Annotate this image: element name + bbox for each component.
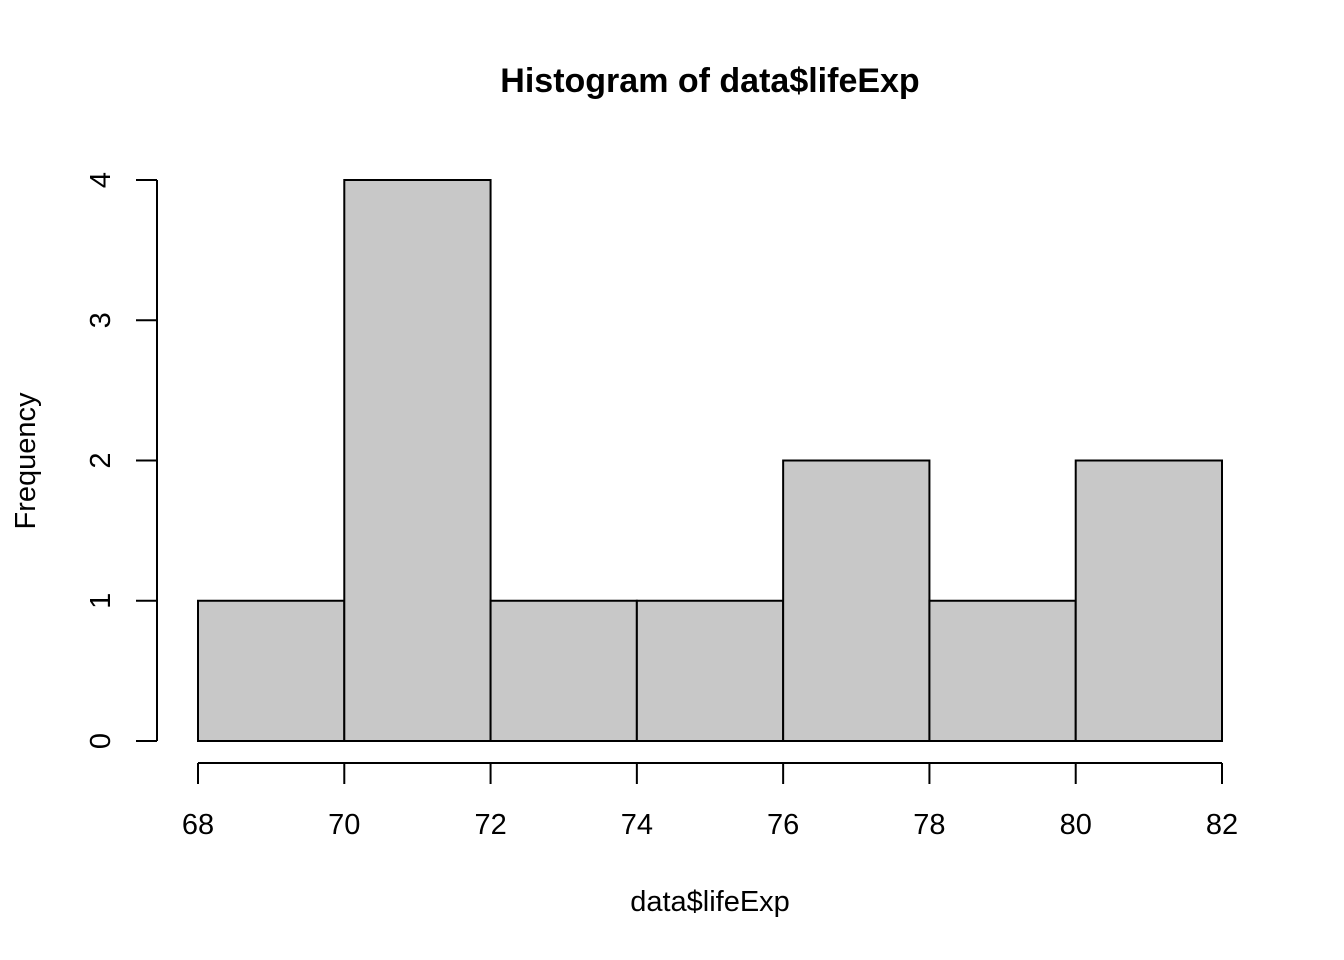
x-tick-label-0: 68 (182, 809, 214, 841)
x-axis: 68 70 72 74 76 78 80 82 (182, 762, 1238, 841)
histogram-bar-0 (197, 599, 346, 742)
x-tick-label-6: 80 (1060, 809, 1092, 841)
histogram-bar-4 (782, 459, 931, 742)
y-axis: 0 1 2 3 4 (85, 172, 158, 749)
histogram-bar-6 (1074, 459, 1223, 742)
histogram-bar-5 (928, 599, 1077, 742)
x-tick-label-4: 76 (767, 809, 799, 841)
y-axis-label: Frequency (10, 392, 42, 530)
chart-title: Histogram of data$lifeExp (500, 62, 919, 100)
x-tick-label-2: 72 (474, 809, 506, 841)
y-tick-label-0: 0 (85, 733, 117, 749)
x-tick-label-7: 82 (1206, 809, 1238, 841)
histogram-bar-1 (343, 179, 492, 742)
y-tick-label-1: 1 (85, 593, 117, 609)
y-tick-label-3: 3 (85, 312, 117, 328)
histogram-bar-2 (489, 599, 638, 742)
x-axis-label: data$lifeExp (630, 886, 790, 918)
x-tick-label-3: 74 (621, 809, 653, 841)
x-tick-label-1: 70 (328, 809, 360, 841)
y-tick-label-2: 2 (85, 452, 117, 468)
bars-group (197, 179, 1223, 742)
x-tick-label-5: 78 (913, 809, 945, 841)
y-tick-label-4: 4 (85, 172, 117, 188)
histogram-bar-3 (635, 599, 785, 742)
